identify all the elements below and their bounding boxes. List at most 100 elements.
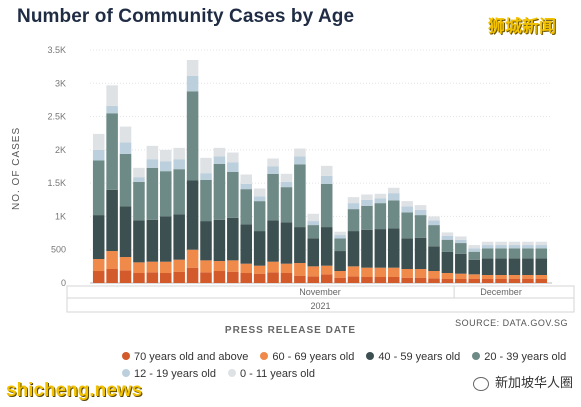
bar-segment[interactable] — [240, 174, 253, 184]
bar-segment[interactable] — [414, 205, 427, 210]
bar-segment[interactable] — [374, 203, 387, 230]
bar-segment[interactable] — [495, 275, 507, 280]
bar-segment[interactable] — [213, 271, 226, 283]
bar-segment[interactable] — [307, 276, 320, 283]
bar-segment[interactable] — [361, 205, 373, 230]
bar-segment[interactable] — [320, 165, 333, 176]
bar-segment[interactable] — [374, 198, 387, 204]
bar-segment[interactable] — [455, 236, 467, 240]
bar-segment[interactable] — [374, 193, 387, 199]
bar-segment[interactable] — [535, 245, 548, 249]
bar-segment[interactable] — [92, 259, 105, 272]
bar-segment[interactable] — [253, 188, 266, 197]
bar-segment[interactable] — [106, 105, 118, 114]
bar-segment[interactable] — [441, 239, 454, 252]
bar-segment[interactable] — [508, 279, 521, 283]
bar-segment[interactable] — [481, 248, 494, 259]
bar-segment[interactable] — [320, 265, 333, 275]
bar-segment[interactable] — [119, 270, 132, 283]
bar-segment[interactable] — [240, 224, 253, 264]
bar-segment[interactable] — [428, 246, 440, 272]
bar-segment[interactable] — [481, 258, 494, 276]
bar-segment[interactable] — [280, 181, 293, 188]
bar-segment[interactable] — [159, 261, 172, 274]
bar-segment[interactable] — [253, 273, 266, 283]
bar-segment[interactable] — [414, 277, 427, 283]
bar-segment[interactable] — [374, 267, 387, 278]
bar-segment[interactable] — [535, 275, 548, 280]
bar-segment[interactable] — [508, 258, 521, 276]
bar-segment[interactable] — [334, 231, 346, 236]
bar-segment[interactable] — [307, 221, 320, 226]
bar-segment[interactable] — [159, 216, 172, 262]
bar-segment[interactable] — [522, 279, 534, 283]
bar-segment[interactable] — [334, 235, 346, 239]
legend-item[interactable]: 12 - 19 years old — [122, 366, 216, 383]
bar-segment[interactable] — [267, 272, 279, 283]
bar-segment[interactable] — [227, 217, 239, 261]
bar-segment[interactable] — [92, 160, 105, 216]
bar-segment[interactable] — [455, 239, 467, 244]
bar-segment[interactable] — [280, 263, 293, 274]
bar-segment[interactable] — [441, 273, 454, 280]
bar-segment[interactable] — [347, 266, 360, 277]
legend-item[interactable]: 70 years old and above — [122, 349, 248, 366]
bar-segment[interactable] — [428, 220, 440, 226]
bar-segment[interactable] — [481, 245, 494, 249]
bar-segment[interactable] — [186, 91, 199, 181]
bar-segment[interactable] — [133, 177, 145, 182]
bar-segment[interactable] — [92, 133, 105, 150]
bar-segment[interactable] — [374, 277, 387, 283]
bar-segment[interactable] — [414, 269, 427, 278]
bar-segment[interactable] — [455, 253, 467, 274]
bar-segment[interactable] — [294, 148, 306, 157]
bar-segment[interactable] — [387, 193, 400, 201]
bar-segment[interactable] — [468, 248, 481, 252]
bar-segment[interactable] — [307, 238, 320, 267]
bar-segment[interactable] — [173, 271, 185, 283]
bar-segment[interactable] — [267, 166, 279, 174]
bar-segment[interactable] — [133, 167, 145, 178]
bar-segment[interactable] — [200, 173, 212, 180]
bar-segment[interactable] — [428, 271, 440, 279]
bar-segment[interactable] — [92, 215, 105, 260]
bar-segment[interactable] — [213, 261, 226, 272]
bar-segment[interactable] — [508, 245, 521, 249]
bar-segment[interactable] — [414, 215, 427, 238]
legend-item[interactable]: 60 - 69 years old — [260, 349, 354, 366]
bar-segment[interactable] — [334, 238, 346, 252]
bar-segment[interactable] — [361, 199, 373, 206]
bar-segment[interactable] — [481, 279, 494, 283]
bar-segment[interactable] — [361, 267, 373, 278]
bar-segment[interactable] — [146, 261, 159, 273]
bar-segment[interactable] — [508, 248, 521, 259]
bar-segment[interactable] — [495, 258, 507, 276]
bar-segment[interactable] — [522, 258, 534, 276]
bar-segment[interactable] — [227, 260, 239, 272]
bar-segment[interactable] — [307, 213, 320, 222]
bar-segment[interactable] — [522, 241, 534, 246]
bar-segment[interactable] — [294, 164, 306, 228]
bar-segment[interactable] — [146, 272, 159, 283]
bar-segment[interactable] — [213, 163, 226, 220]
bar-segment[interactable] — [280, 173, 293, 182]
bar-segment[interactable] — [146, 219, 159, 262]
bar-segment[interactable] — [535, 241, 548, 246]
bar-segment[interactable] — [173, 214, 185, 260]
bar-segment[interactable] — [200, 179, 212, 222]
bar-segment[interactable] — [213, 147, 226, 157]
bar-segment[interactable] — [455, 279, 467, 283]
bar-segment[interactable] — [387, 277, 400, 283]
bar-segment[interactable] — [347, 197, 360, 204]
bar-segment[interactable] — [133, 262, 145, 274]
bar-segment[interactable] — [280, 273, 293, 283]
bar-segment[interactable] — [361, 194, 373, 200]
bar-segment[interactable] — [401, 277, 413, 283]
bar-segment[interactable] — [334, 277, 346, 283]
bar-segment[interactable] — [387, 187, 400, 194]
bar-segment[interactable] — [106, 189, 118, 252]
bar-segment[interactable] — [294, 156, 306, 165]
bar-segment[interactable] — [213, 219, 226, 262]
bar-segment[interactable] — [119, 257, 132, 271]
bar-segment[interactable] — [106, 113, 118, 190]
